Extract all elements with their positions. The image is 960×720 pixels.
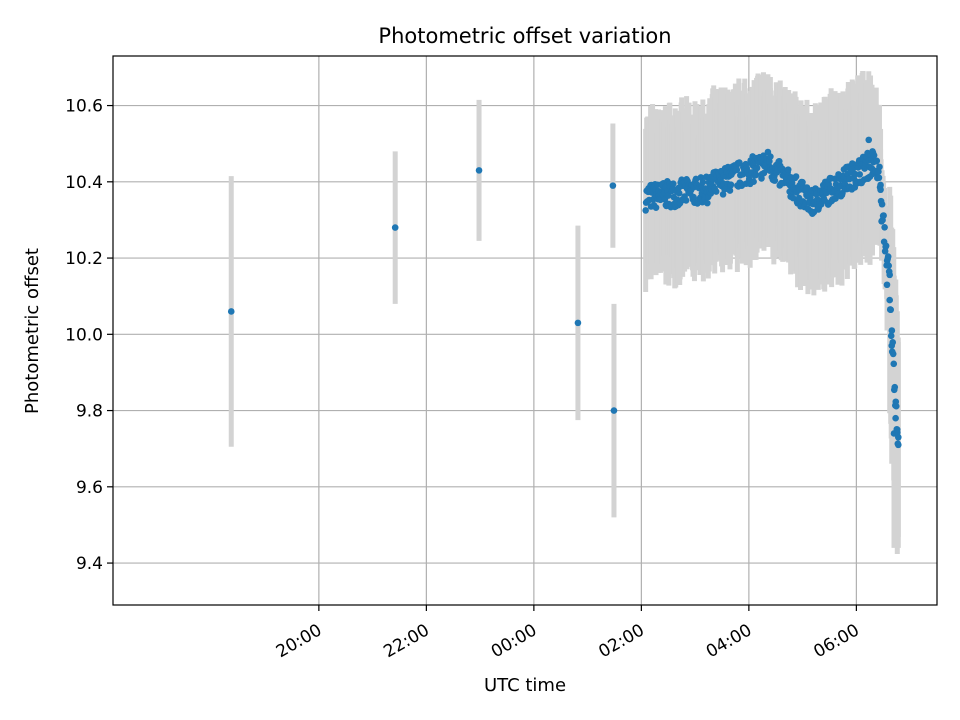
data-point — [669, 180, 677, 187]
x-axis-title: UTC time — [484, 675, 566, 696]
data-point — [881, 224, 888, 231]
data-point — [609, 182, 617, 189]
data-point — [877, 186, 884, 194]
data-point — [884, 253, 892, 260]
chart-title: Photometric offset variation — [378, 24, 671, 48]
data-point — [719, 191, 727, 198]
data-point — [875, 174, 883, 182]
y-tick-label: 10.4 — [65, 173, 103, 193]
data-point — [876, 163, 883, 171]
data-point — [873, 157, 881, 165]
data-point — [727, 181, 735, 188]
data-point — [789, 194, 797, 202]
data-point — [886, 271, 893, 279]
data-point — [753, 164, 761, 172]
data-point — [890, 360, 898, 368]
data-point — [733, 166, 741, 174]
data-point — [883, 281, 891, 289]
y-tick-label: 10.6 — [65, 97, 103, 117]
data-point — [893, 426, 901, 433]
data-point — [784, 166, 792, 173]
data-point — [690, 193, 697, 201]
data-point — [856, 171, 863, 178]
y-tick-label: 10.0 — [65, 325, 103, 345]
data-point — [767, 153, 774, 160]
point-layer — [227, 136, 902, 449]
data-point — [887, 306, 895, 314]
data-point — [712, 188, 720, 195]
data-point — [894, 441, 902, 449]
data-point — [792, 173, 800, 180]
plot-frame — [112, 55, 938, 606]
data-point — [894, 433, 902, 441]
data-point — [889, 350, 897, 358]
data-point — [880, 212, 887, 219]
data-point — [574, 319, 582, 327]
data-point — [771, 177, 779, 184]
data-point — [665, 192, 672, 199]
data-point — [889, 339, 897, 346]
data-point — [652, 204, 660, 211]
data-point — [682, 197, 690, 204]
data-point — [888, 327, 896, 334]
y-tick-label: 9.4 — [76, 554, 103, 574]
data-point — [475, 167, 483, 174]
data-point — [887, 332, 895, 340]
data-point — [870, 151, 878, 159]
data-point — [675, 189, 683, 197]
data-point — [878, 200, 886, 208]
data-point — [610, 407, 618, 414]
data-point — [849, 165, 857, 173]
data-point — [642, 207, 649, 214]
y-axis-title: Photometric offset — [22, 248, 43, 414]
y-tick-label: 10.2 — [65, 249, 103, 269]
data-point — [885, 262, 892, 269]
data-point — [391, 224, 399, 231]
data-point — [726, 187, 734, 194]
data-point — [736, 159, 743, 166]
data-point — [877, 181, 884, 189]
data-point — [891, 383, 899, 391]
data-point — [699, 178, 707, 186]
y-tick-label: 9.6 — [76, 478, 103, 498]
data-point — [704, 199, 711, 207]
data-point — [803, 184, 811, 191]
data-point — [227, 308, 235, 315]
data-point — [752, 171, 760, 179]
y-tick-label: 9.8 — [76, 402, 103, 422]
data-point — [750, 178, 757, 185]
data-point — [892, 402, 900, 410]
data-point — [882, 242, 890, 250]
data-point — [823, 189, 830, 197]
data-point — [886, 296, 893, 304]
data-point — [892, 414, 899, 422]
data-point — [865, 136, 873, 144]
errorbar-layer — [228, 71, 901, 554]
